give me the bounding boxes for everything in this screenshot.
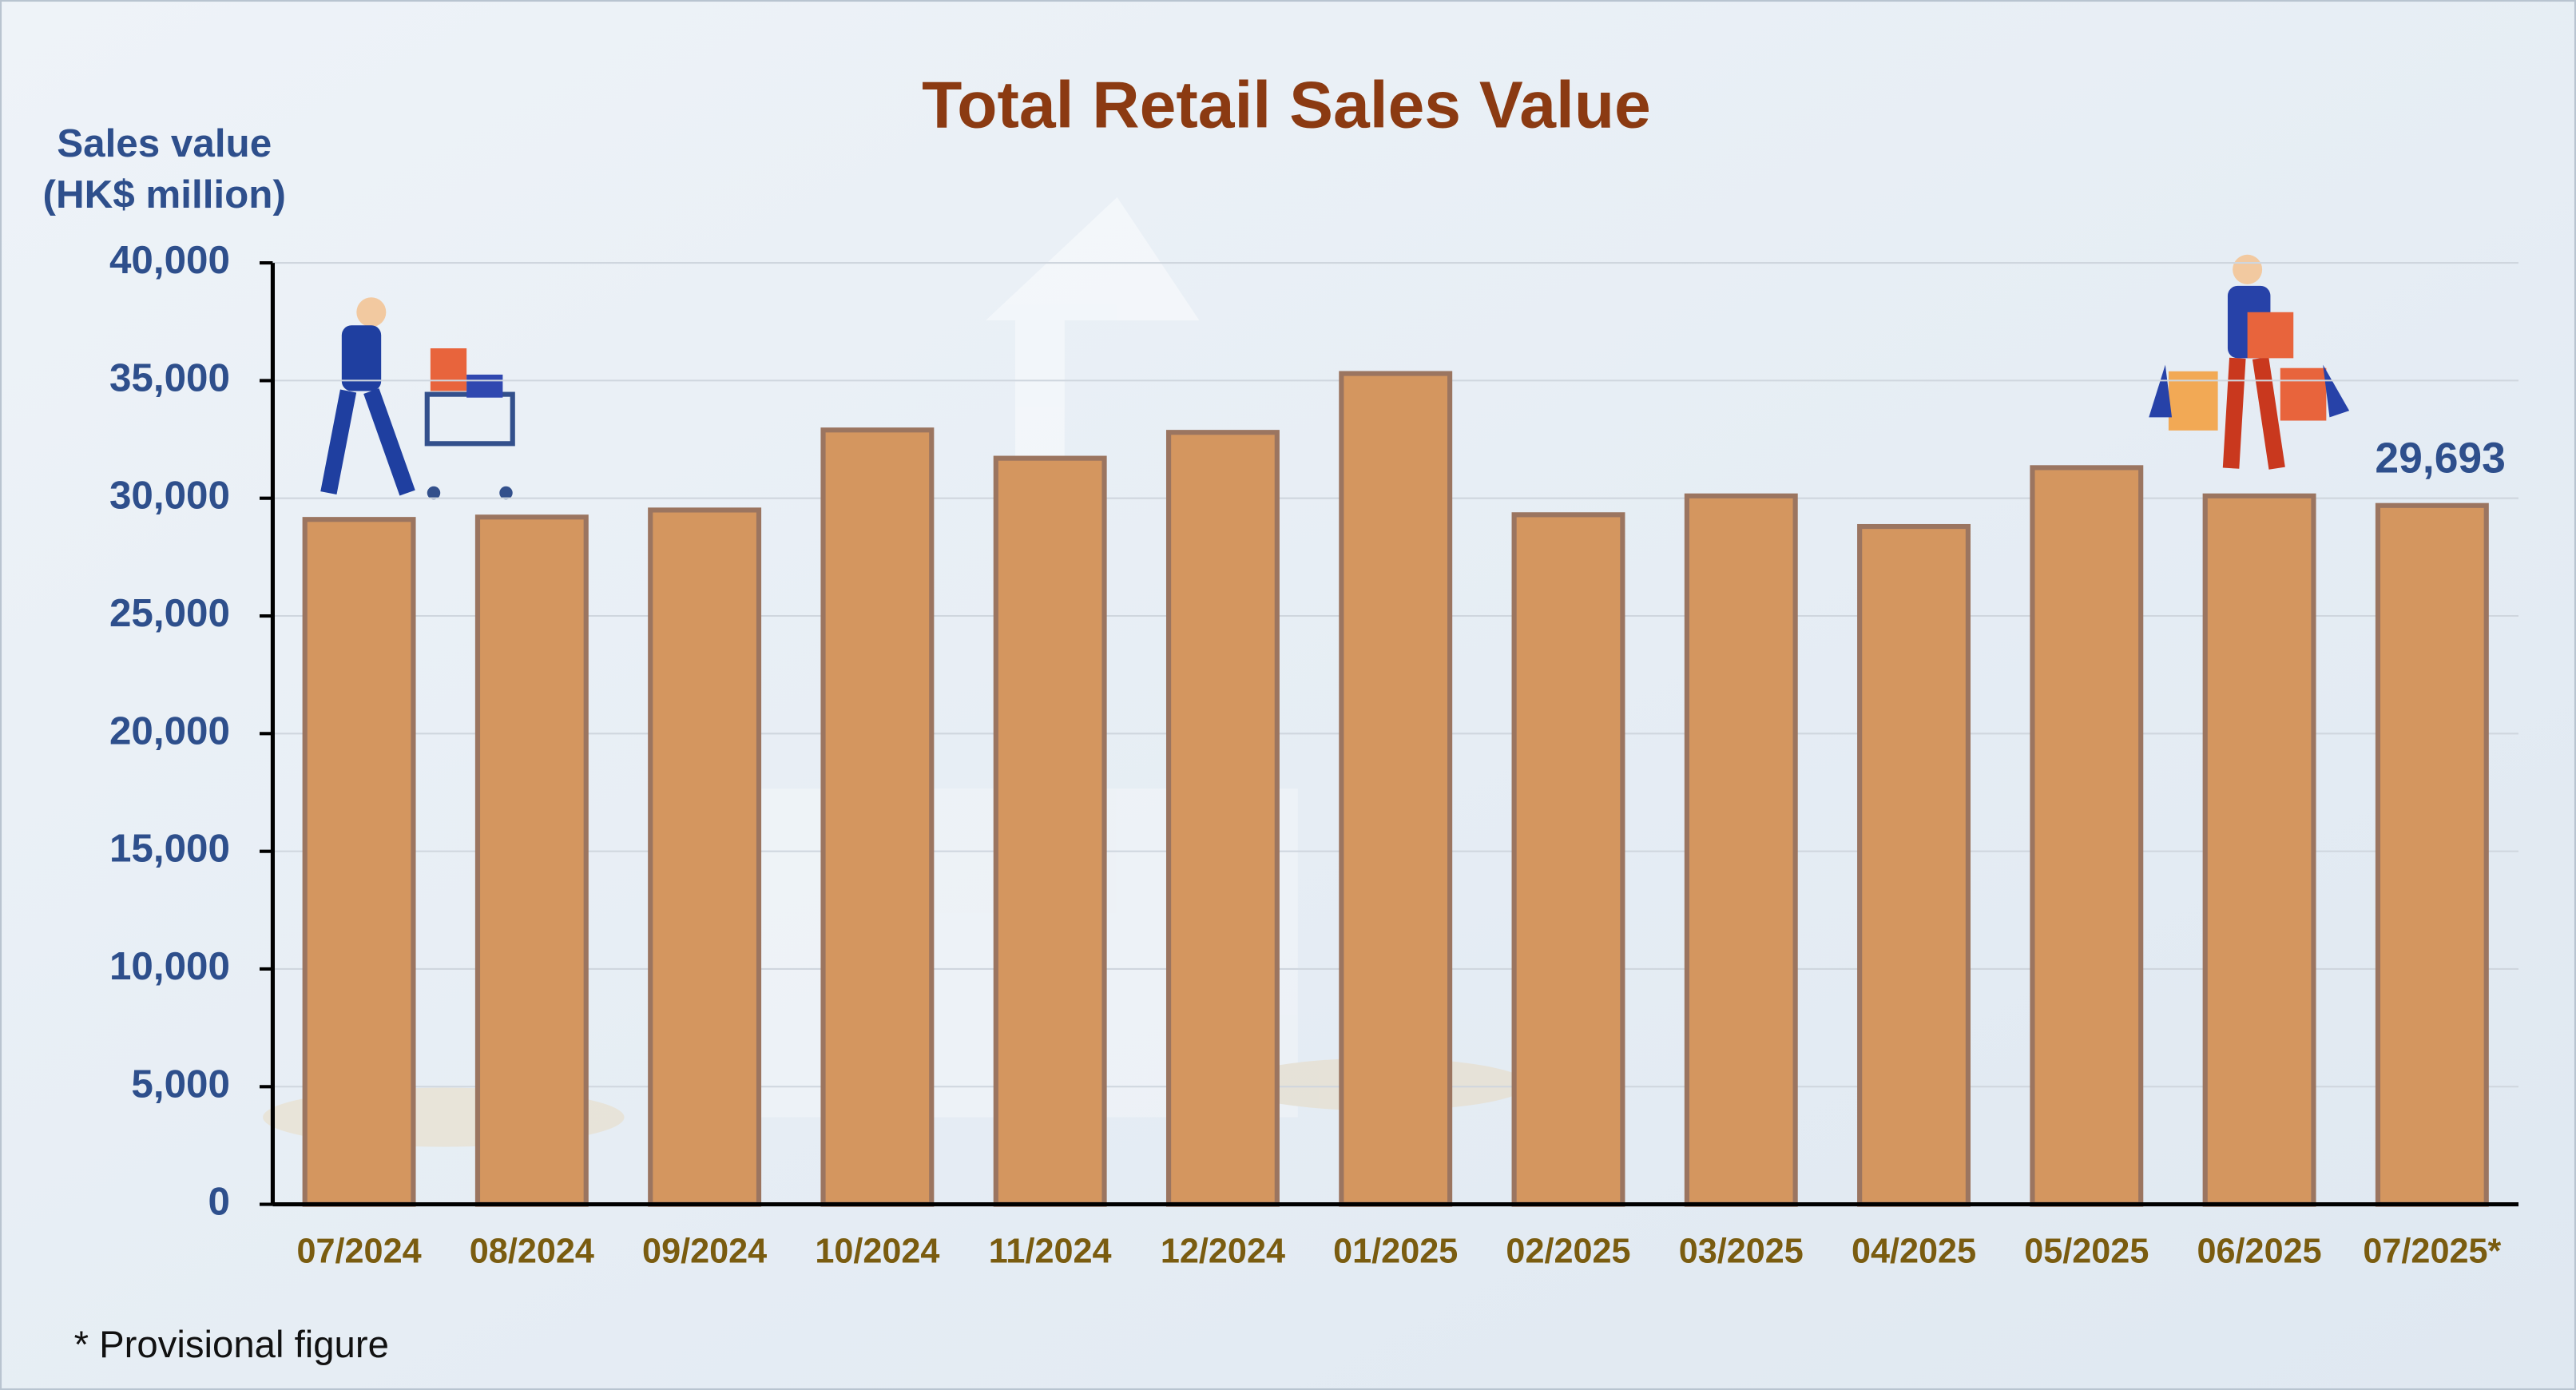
x-tick-label: 03/2025: [1679, 1233, 1804, 1271]
y-tick-label: 0: [208, 1180, 230, 1224]
x-tick-label: 06/2025: [2197, 1233, 2322, 1271]
y-tick-label: 5,000: [131, 1062, 230, 1106]
bar: [1339, 371, 1453, 1207]
bar: [1165, 430, 1280, 1207]
x-tick-label: 04/2025: [1852, 1233, 1976, 1271]
x-tick-label: 08/2024: [470, 1233, 594, 1271]
y-tick-label: 10,000: [109, 944, 230, 988]
shopper-cart-icon: [320, 297, 515, 500]
y-tick-label: 20,000: [109, 709, 230, 753]
bar: [2375, 502, 2489, 1207]
bar: [820, 427, 935, 1207]
y-axis-label: (HK$ million): [43, 173, 286, 216]
x-tick-label: 01/2025: [1333, 1233, 1458, 1271]
plot-area: 0 5,000 10,000 15,000 20,000 25,000 30,000 35,0…: [109, 238, 2518, 1271]
y-tick-label: 35,000: [109, 355, 230, 399]
x-tick-label: 11/2024: [989, 1233, 1112, 1271]
shopper-bags-icon: [2149, 254, 2350, 470]
bar: [474, 514, 589, 1207]
bar: [1511, 512, 1625, 1207]
x-tick-label: 07/2024: [297, 1233, 422, 1271]
bar: [1684, 493, 1798, 1207]
y-tick-label: 40,000: [109, 238, 230, 282]
x-tick-label: 10/2024: [815, 1233, 939, 1271]
chart-title: Total Retail Sales Value: [922, 70, 1651, 142]
y-tick-label: 25,000: [109, 591, 230, 635]
bar: [993, 455, 1107, 1207]
bar: [2202, 493, 2316, 1207]
y-tick-label: 15,000: [109, 827, 230, 871]
bar: [1857, 523, 1971, 1207]
bar: [302, 517, 416, 1207]
y-tick-label: 30,000: [109, 474, 230, 518]
x-tick-label: 12/2024: [1161, 1233, 1285, 1271]
x-tick-label: 09/2024: [642, 1233, 767, 1271]
bar: [648, 507, 762, 1207]
x-tick-label: 05/2025: [2024, 1233, 2149, 1271]
footnote: * Provisional figure: [74, 1324, 389, 1366]
y-axis-label: Sales value: [57, 121, 272, 165]
x-tick-label: 02/2025: [1506, 1233, 1630, 1271]
data-label: 29,693: [2375, 435, 2506, 482]
x-tick-label: 07/2025*: [2363, 1233, 2501, 1271]
bar: [2030, 465, 2144, 1207]
